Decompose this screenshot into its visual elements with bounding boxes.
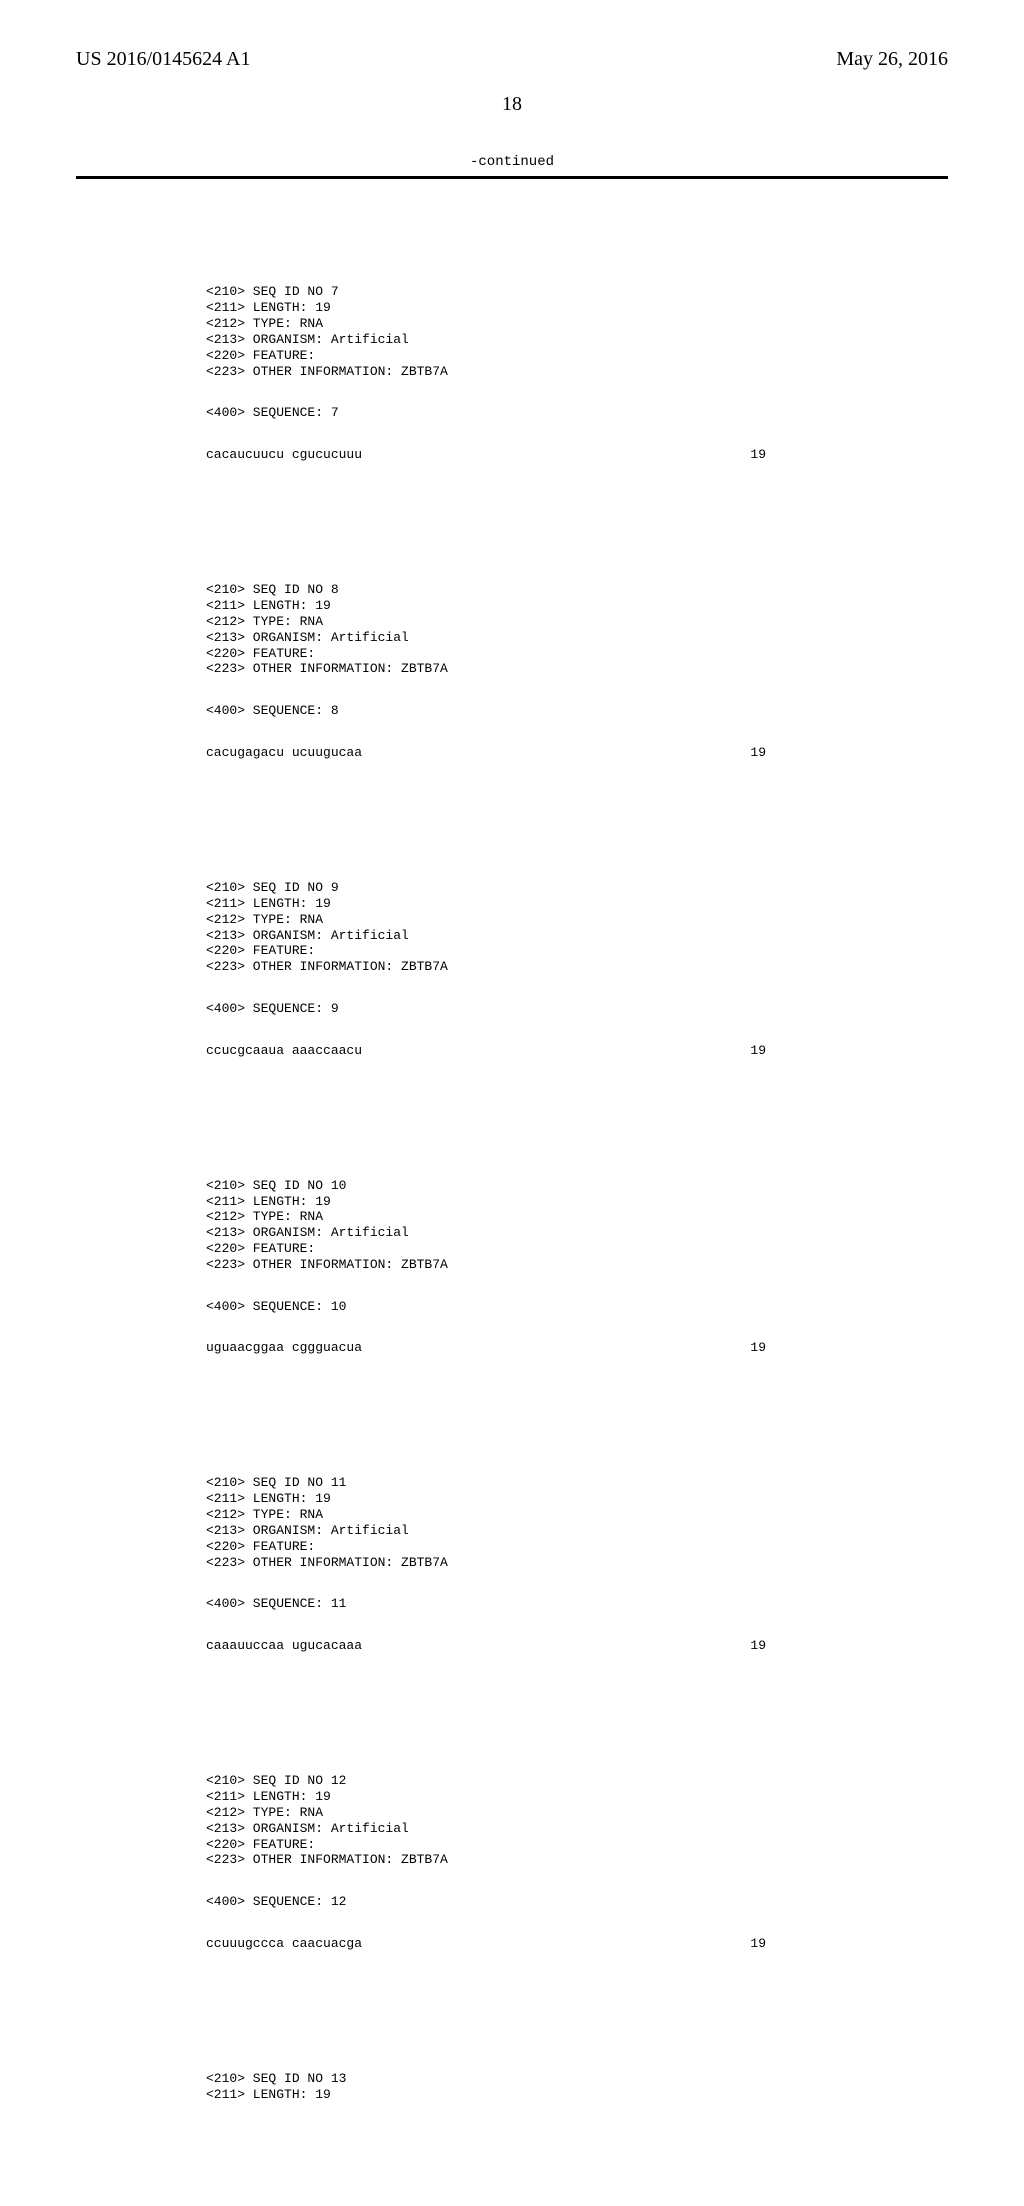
seq-entry: <210> SEQ ID NO 8 <211> LENGTH: 19 <212>…: [206, 566, 948, 792]
seq-meta-line: <220> FEATURE:: [206, 348, 315, 363]
seq-meta: <210> SEQ ID NO 8 <211> LENGTH: 19 <212>…: [206, 582, 948, 677]
seq-meta-line: <220> FEATURE:: [206, 646, 315, 661]
seq-meta-line: <213> ORGANISM: Artificial: [206, 630, 409, 645]
sequence-listing: <210> SEQ ID NO 7 <211> LENGTH: 19 <212>…: [76, 221, 948, 2206]
seq-meta: <210> SEQ ID NO 7 <211> LENGTH: 19 <212>…: [206, 284, 948, 379]
seq-meta-line: <210> SEQ ID NO 12: [206, 1773, 346, 1788]
seq-meta-line: <213> ORGANISM: Artificial: [206, 1225, 409, 1240]
seq-meta: <210> SEQ ID NO 12 <211> LENGTH: 19 <212…: [206, 1773, 948, 1868]
page: US 2016/0145624 A1 May 26, 2016 18 -cont…: [0, 0, 1024, 1320]
seq-meta-line: <211> LENGTH: 19: [206, 2087, 331, 2102]
seq-meta-line: <211> LENGTH: 19: [206, 1789, 331, 1804]
continued-label: -continued: [76, 154, 948, 170]
seq-entry: <210> SEQ ID NO 12 <211> LENGTH: 19 <212…: [206, 1757, 948, 1983]
seq-text: caaauuccaa ugucacaaa: [206, 1638, 362, 1654]
divider: [76, 176, 948, 179]
publication-date: May 26, 2016: [836, 48, 948, 71]
seq-meta-line: <213> ORGANISM: Artificial: [206, 1821, 409, 1836]
seq-text: cacugagacu ucuugucaa: [206, 745, 362, 761]
seq-label: <400> SEQUENCE: 8: [206, 703, 948, 719]
seq-meta-line: <211> LENGTH: 19: [206, 1491, 331, 1506]
seq-length: 19: [750, 1936, 766, 1952]
seq-text: uguaacggaa cggguacua: [206, 1340, 362, 1356]
seq-label: <400> SEQUENCE: 7: [206, 405, 948, 421]
seq-meta-line: <210> SEQ ID NO 8: [206, 582, 339, 597]
seq-length: 19: [750, 447, 766, 463]
seq-meta-line: <210> SEQ ID NO 9: [206, 880, 339, 895]
seq-meta-line: <210> SEQ ID NO 11: [206, 1475, 346, 1490]
seq-meta-line: <223> OTHER INFORMATION: ZBTB7A: [206, 959, 448, 974]
seq-label: <400> SEQUENCE: 12: [206, 1894, 948, 1910]
seq-meta: <210> SEQ ID NO 9 <211> LENGTH: 19 <212>…: [206, 880, 948, 975]
seq-label: <400> SEQUENCE: 9: [206, 1001, 948, 1017]
seq-meta-line: <213> ORGANISM: Artificial: [206, 1523, 409, 1538]
publication-number: US 2016/0145624 A1: [76, 48, 250, 71]
seq-meta-line: <211> LENGTH: 19: [206, 598, 331, 613]
seq-label: <400> SEQUENCE: 11: [206, 1596, 948, 1612]
seq-text: cacaucuucu cgucucuuu: [206, 447, 362, 463]
seq-row: ccuuugccca caacuacga 19: [206, 1936, 766, 1952]
seq-meta-line: <223> OTHER INFORMATION: ZBTB7A: [206, 1257, 448, 1272]
seq-length: 19: [750, 1638, 766, 1654]
seq-meta: <210> SEQ ID NO 10 <211> LENGTH: 19 <212…: [206, 1178, 948, 1273]
seq-meta-line: <212> TYPE: RNA: [206, 1805, 323, 1820]
seq-meta-line: <223> OTHER INFORMATION: ZBTB7A: [206, 1852, 448, 1867]
seq-meta-line: <212> TYPE: RNA: [206, 912, 323, 927]
seq-meta-line: <210> SEQ ID NO 13: [206, 2071, 346, 2086]
page-header: US 2016/0145624 A1 May 26, 2016: [76, 48, 948, 71]
seq-entry: <210> SEQ ID NO 11 <211> LENGTH: 19 <212…: [206, 1460, 948, 1686]
seq-entry: <210> SEQ ID NO 9 <211> LENGTH: 19 <212>…: [206, 864, 948, 1090]
seq-meta-line: <210> SEQ ID NO 7: [206, 284, 339, 299]
seq-length: 19: [750, 745, 766, 761]
seq-text: ccucgcaaua aaaccaacu: [206, 1043, 362, 1059]
seq-meta-line: <211> LENGTH: 19: [206, 1194, 331, 1209]
seq-meta-line: <211> LENGTH: 19: [206, 896, 331, 911]
seq-meta-line: <220> FEATURE:: [206, 943, 315, 958]
seq-entry: <210> SEQ ID NO 13 <211> LENGTH: 19: [206, 2055, 948, 2134]
seq-meta-line: <212> TYPE: RNA: [206, 1507, 323, 1522]
seq-meta-line: <220> FEATURE:: [206, 1539, 315, 1554]
seq-meta-line: <212> TYPE: RNA: [206, 1209, 323, 1224]
seq-row: uguaacggaa cggguacua 19: [206, 1340, 766, 1356]
seq-meta: <210> SEQ ID NO 11 <211> LENGTH: 19 <212…: [206, 1475, 948, 1570]
seq-meta-line: <223> OTHER INFORMATION: ZBTB7A: [206, 1555, 448, 1570]
seq-row: cacaucuucu cgucucuuu 19: [206, 447, 766, 463]
seq-label: <400> SEQUENCE: 10: [206, 1299, 948, 1315]
seq-meta-line: <223> OTHER INFORMATION: ZBTB7A: [206, 661, 448, 676]
seq-entry: <210> SEQ ID NO 7 <211> LENGTH: 19 <212>…: [206, 269, 948, 495]
seq-row: cacugagacu ucuugucaa 19: [206, 745, 766, 761]
seq-meta-line: <223> OTHER INFORMATION: ZBTB7A: [206, 364, 448, 379]
seq-meta-line: <220> FEATURE:: [206, 1837, 315, 1852]
seq-meta-line: <212> TYPE: RNA: [206, 316, 323, 331]
page-number: 18: [76, 93, 948, 116]
seq-meta-line: <211> LENGTH: 19: [206, 300, 331, 315]
seq-meta-line: <213> ORGANISM: Artificial: [206, 928, 409, 943]
seq-length: 19: [750, 1043, 766, 1059]
seq-row: ccucgcaaua aaaccaacu 19: [206, 1043, 766, 1059]
seq-entry: <210> SEQ ID NO 10 <211> LENGTH: 19 <212…: [206, 1162, 948, 1388]
seq-text: ccuuugccca caacuacga: [206, 1936, 362, 1952]
seq-meta: <210> SEQ ID NO 13 <211> LENGTH: 19: [206, 2071, 948, 2103]
seq-meta-line: <220> FEATURE:: [206, 1241, 315, 1256]
seq-length: 19: [750, 1340, 766, 1356]
seq-meta-line: <213> ORGANISM: Artificial: [206, 332, 409, 347]
seq-meta-line: <212> TYPE: RNA: [206, 614, 323, 629]
seq-meta-line: <210> SEQ ID NO 10: [206, 1178, 346, 1193]
seq-row: caaauuccaa ugucacaaa 19: [206, 1638, 766, 1654]
